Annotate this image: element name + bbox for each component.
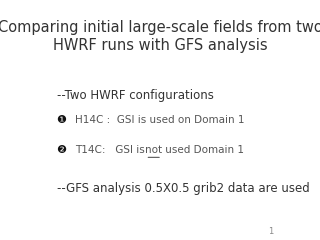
Text: ❷: ❷ bbox=[57, 145, 67, 155]
Text: --Two HWRF configurations: --Two HWRF configurations bbox=[57, 89, 213, 102]
Text: 1: 1 bbox=[268, 227, 273, 236]
Text: T14C:   GSI is: T14C: GSI is bbox=[75, 145, 148, 155]
Text: ❶: ❶ bbox=[57, 115, 67, 125]
Text: used Domain 1: used Domain 1 bbox=[162, 145, 244, 155]
Text: Comparing initial large-scale fields from two
HWRF runs with GFS analysis: Comparing initial large-scale fields fro… bbox=[0, 20, 320, 53]
Text: not: not bbox=[145, 145, 163, 155]
Text: --GFS analysis 0.5X0.5 grib2 data are used: --GFS analysis 0.5X0.5 grib2 data are us… bbox=[57, 182, 309, 195]
Text: H14C :  GSI is used on Domain 1: H14C : GSI is used on Domain 1 bbox=[75, 115, 244, 125]
